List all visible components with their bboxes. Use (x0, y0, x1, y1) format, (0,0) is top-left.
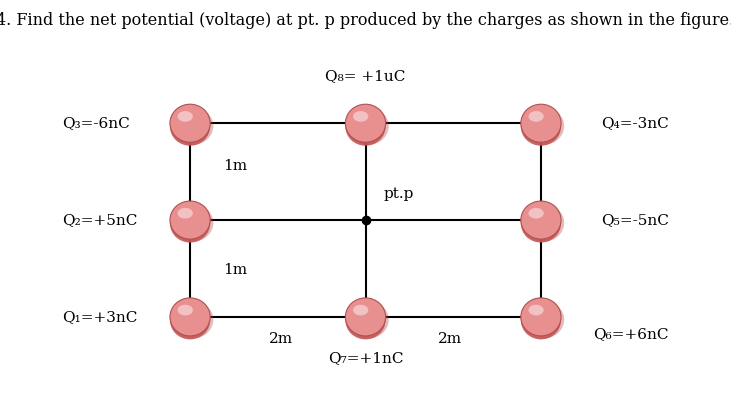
Ellipse shape (520, 201, 561, 239)
Text: 4. Find the net potential (voltage) at pt. p produced by the charges as shown in: 4. Find the net potential (voltage) at p… (0, 12, 731, 29)
Text: Q₆=+6nC: Q₆=+6nC (594, 327, 669, 341)
Ellipse shape (171, 107, 213, 145)
Ellipse shape (520, 301, 561, 340)
Ellipse shape (171, 301, 213, 339)
Text: 1m: 1m (223, 263, 247, 277)
Ellipse shape (345, 108, 386, 146)
Text: Q₇=+1nC: Q₇=+1nC (327, 351, 404, 365)
Ellipse shape (529, 111, 544, 122)
Ellipse shape (170, 301, 211, 340)
Text: Q₄=-3nC: Q₄=-3nC (601, 116, 669, 130)
Ellipse shape (529, 208, 544, 219)
Ellipse shape (345, 104, 386, 142)
Ellipse shape (353, 111, 368, 122)
Text: 1m: 1m (223, 160, 247, 173)
Text: Q₃=-6nC: Q₃=-6nC (62, 116, 130, 130)
Ellipse shape (170, 204, 211, 242)
Text: Q₁=+3nC: Q₁=+3nC (62, 310, 137, 324)
Ellipse shape (170, 298, 211, 336)
Ellipse shape (170, 108, 211, 146)
Ellipse shape (170, 104, 211, 142)
Ellipse shape (520, 104, 561, 142)
Ellipse shape (520, 298, 561, 336)
Ellipse shape (522, 107, 564, 145)
Ellipse shape (529, 305, 544, 316)
Ellipse shape (522, 301, 564, 339)
Ellipse shape (346, 107, 389, 145)
Text: Q₂=+5nC: Q₂=+5nC (62, 213, 137, 227)
Text: pt.p: pt.p (384, 187, 414, 201)
Text: Q₅=-5nC: Q₅=-5nC (601, 213, 669, 227)
Ellipse shape (178, 208, 193, 219)
Text: 2m: 2m (437, 332, 462, 346)
Ellipse shape (170, 201, 211, 239)
Ellipse shape (520, 108, 561, 146)
Ellipse shape (346, 301, 389, 339)
Ellipse shape (171, 204, 213, 242)
Ellipse shape (520, 204, 561, 242)
Ellipse shape (345, 301, 386, 340)
Ellipse shape (178, 305, 193, 316)
Ellipse shape (345, 298, 386, 336)
Text: Q₈= +1uC: Q₈= +1uC (325, 70, 406, 84)
Ellipse shape (522, 204, 564, 242)
Ellipse shape (353, 305, 368, 316)
Ellipse shape (178, 111, 193, 122)
Text: 2m: 2m (269, 332, 294, 346)
